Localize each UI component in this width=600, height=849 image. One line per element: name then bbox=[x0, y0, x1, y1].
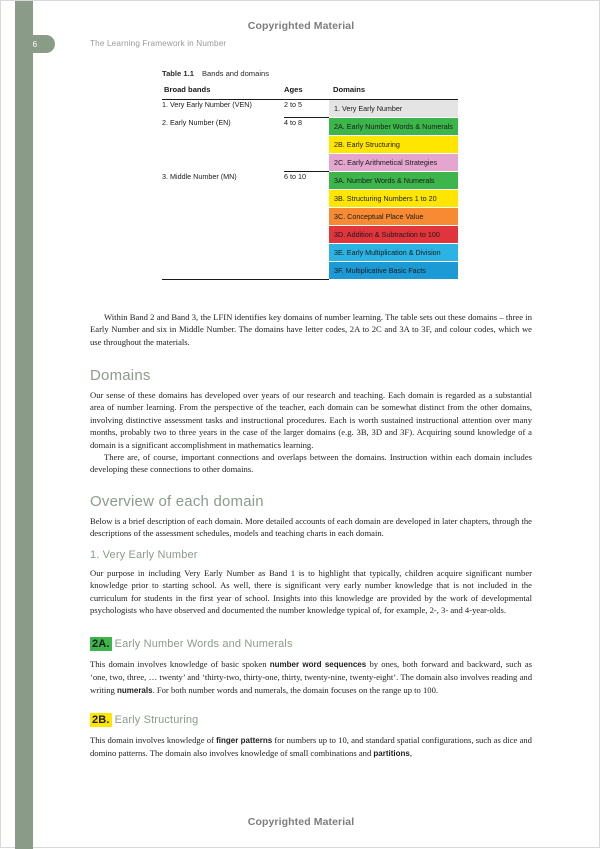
domain-color-chip: 3F. Multiplicative Basic Facts bbox=[329, 261, 458, 279]
domain-color-chip: 3E. Early Multiplication & Division bbox=[329, 243, 458, 261]
domain-2a-paragraph: This domain involves knowledge of basic … bbox=[90, 658, 532, 697]
text-run: This domain involves knowledge of bbox=[90, 735, 217, 745]
table-row: 2C. Early Arithmetical Strategies bbox=[162, 153, 458, 172]
table-row: 1. Very Early Number (VEN) 2 to 5 1. Very … bbox=[162, 100, 458, 118]
very-early-number-paragraph: Our purpose in including Very Early Numb… bbox=[90, 568, 532, 616]
cell-broad-band bbox=[162, 136, 284, 154]
cell-domain: 2B. Early Structuring bbox=[329, 135, 458, 154]
column-header-ages: Ages bbox=[284, 85, 329, 100]
table-row: 3B. Structuring Numbers 1 to 20 bbox=[162, 189, 458, 208]
domain-color-chip: 2A. Early Number Words & Numerals bbox=[329, 117, 458, 135]
table-header-row: Broad bands Ages Domains bbox=[162, 85, 458, 100]
intro-paragraph-block: Within Band 2 and Band 3, the LFIN ident… bbox=[90, 311, 532, 348]
table-caption-text: Bands and domains bbox=[201, 69, 270, 78]
domain-color-chip: 2B. Early Structuring bbox=[329, 135, 458, 153]
heading-domains: Domains bbox=[90, 367, 151, 384]
column-header-domains: Domains bbox=[329, 85, 458, 100]
cell-domain: 2A. Early Number Words & Numerals bbox=[329, 117, 458, 136]
table-caption-label: Table 1.1 bbox=[162, 69, 194, 78]
cell-ages bbox=[284, 261, 329, 280]
domain-color-chip: 3C. Conceptual Place Value bbox=[329, 207, 458, 225]
overview-paragraph-block: Below is a brief description of each dom… bbox=[90, 515, 532, 540]
cell-broad-band bbox=[162, 154, 284, 172]
bands-domains-table: Broad bands Ages Domains 1. Very Early N… bbox=[162, 85, 458, 280]
cell-domain: 3D. Addition & Subtraction to 100 bbox=[329, 225, 458, 244]
copyright-notice-bottom: Copyrighted Material bbox=[247, 816, 355, 828]
term-partitions: partitions bbox=[373, 749, 410, 759]
cell-broad-band: 3. Middle Number (MN) bbox=[162, 171, 284, 190]
cell-ages bbox=[284, 244, 329, 262]
cell-domain: 3E. Early Multiplication & Division bbox=[329, 243, 458, 262]
cell-ages: 6 to 10 bbox=[284, 171, 329, 190]
domain-code-2b: 2B. bbox=[90, 713, 112, 727]
bands-and-domains-table-block: Table 1.1 Bands and domains Broad bands A… bbox=[162, 69, 458, 280]
term-number-word-sequences: number word sequences bbox=[269, 660, 367, 669]
domain-2a-paragraph-block: This domain involves knowledge of basic … bbox=[90, 658, 532, 697]
table-body: 1. Very Early Number (VEN) 2 to 5 1. Very … bbox=[162, 100, 458, 280]
cell-broad-band bbox=[162, 244, 284, 262]
cell-broad-band bbox=[162, 261, 284, 280]
copyright-notice-top: Copyrighted Material bbox=[247, 20, 355, 32]
overview-paragraph-1: Below is a brief description of each dom… bbox=[90, 516, 532, 539]
text-run: , bbox=[409, 748, 412, 759]
cell-ages: 2 to 5 bbox=[284, 100, 302, 109]
heading-early-structuring: 2B. Early Structuring bbox=[90, 713, 199, 727]
domain-color-chip: 3A. Number Words & Numerals bbox=[329, 171, 458, 189]
cell-broad-band bbox=[162, 190, 284, 208]
domains-paragraph-block: Our sense of these domains has developed… bbox=[90, 389, 532, 476]
cell-ages bbox=[284, 190, 329, 208]
domain-color-chip: 3D. Addition & Subtraction to 100 bbox=[329, 225, 458, 243]
cell-domain: 3C. Conceptual Place Value bbox=[329, 207, 458, 226]
domain-code-2a: 2A. bbox=[90, 637, 112, 651]
heading-very-early-number: 1. Very Early Number bbox=[90, 549, 198, 561]
table-row: 3C. Conceptual Place Value bbox=[162, 207, 458, 226]
page-spine-decoration bbox=[15, 1, 33, 849]
domains-paragraph-1: Our sense of these domains has developed… bbox=[90, 390, 532, 450]
text-run: This domain involves knowledge of basic … bbox=[90, 659, 270, 669]
cell-domain: 3F. Multiplicative Basic Facts bbox=[329, 261, 458, 280]
text-run: by ones, both forward and backward, such… bbox=[90, 659, 532, 695]
cell-broad-band: 1. Very Early Number (VEN) bbox=[162, 100, 252, 109]
running-head: The Learning Framework in Number bbox=[90, 39, 227, 48]
heading-overview-of-each-domain: Overview of each domain bbox=[90, 493, 264, 510]
text-run: for numbers up to 10, and standard spati… bbox=[90, 735, 532, 759]
term-numerals: numerals bbox=[116, 685, 153, 695]
cell-domain: 1. Very Early Number bbox=[329, 100, 458, 118]
text-run: . For both number words and numerals, th… bbox=[152, 684, 439, 695]
page-number-badge: 6 bbox=[15, 35, 55, 53]
cell-domain: 3B. Structuring Numbers 1 to 20 bbox=[329, 189, 458, 208]
table-row: 2. Early Number (EN) 4 to 8 2A. Early Numb… bbox=[162, 117, 458, 136]
domain-color-chip: 1. Very Early Number bbox=[329, 100, 458, 117]
cell-domain: 2C. Early Arithmetical Strategies bbox=[329, 153, 458, 172]
domain-title-2b: Early Structuring bbox=[114, 714, 199, 726]
table-row: 3. Middle Number (MN) 6 to 10 3A. Number W… bbox=[162, 171, 458, 190]
cell-ages: 4 to 8 bbox=[284, 117, 329, 136]
cell-broad-band bbox=[162, 208, 284, 226]
domain-color-chip: 2C. Early Arithmetical Strategies bbox=[329, 153, 458, 171]
heading-early-number-words-and-numerals: 2A. Early Number Words and Numerals bbox=[90, 637, 293, 651]
column-header-broad-bands: Broad bands bbox=[162, 85, 284, 100]
cell-ages bbox=[284, 208, 329, 226]
very-early-number-paragraph-block: Our purpose in including Very Early Numb… bbox=[90, 567, 532, 617]
domain-2b-paragraph-block: This domain involves knowledge of finger… bbox=[90, 734, 532, 761]
cell-ages bbox=[284, 154, 329, 172]
table-row: 3D. Addition & Subtraction to 100 bbox=[162, 225, 458, 244]
cell-broad-band bbox=[162, 226, 284, 244]
table-caption: Table 1.1 Bands and domains bbox=[162, 69, 458, 78]
cell-ages bbox=[284, 226, 329, 244]
domain-title-2a: Early Number Words and Numerals bbox=[114, 638, 293, 650]
cell-ages bbox=[284, 136, 329, 154]
table-row: 3E. Early Multiplication & Division bbox=[162, 243, 458, 262]
domain-2b-paragraph: This domain involves knowledge of finger… bbox=[90, 734, 532, 761]
domain-color-chip: 3B. Structuring Numbers 1 to 20 bbox=[329, 189, 458, 207]
table-row: 2B. Early Structuring bbox=[162, 135, 458, 154]
cell-broad-band: 2. Early Number (EN) bbox=[162, 117, 284, 136]
cell-domain: 3A. Number Words & Numerals bbox=[329, 171, 458, 190]
table-row: 3F. Multiplicative Basic Facts bbox=[162, 261, 458, 280]
intro-paragraph: Within Band 2 and Band 3, the LFIN ident… bbox=[90, 312, 532, 347]
domains-paragraph-2: There are, of course, important connecti… bbox=[90, 452, 532, 475]
term-finger-patterns: finger patterns bbox=[216, 736, 273, 745]
